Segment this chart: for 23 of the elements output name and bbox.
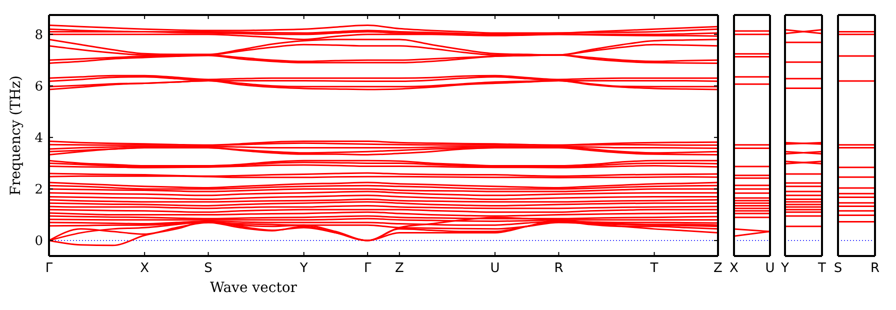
x-tick-label: U: [765, 261, 775, 276]
y-tick-label: 0: [34, 234, 43, 250]
y-tick-label: 4: [34, 130, 43, 146]
x-tick-label: Z: [714, 261, 723, 276]
x-tick-label: U: [490, 261, 500, 276]
x-tick-label: T: [649, 261, 658, 276]
x-tick-label: Y: [298, 261, 308, 276]
x-tick-label: S: [204, 261, 212, 276]
x-tick-label: T: [817, 261, 826, 276]
y-tick-label: 6: [34, 79, 43, 94]
x-tick-label: R: [554, 261, 564, 276]
x-tick-label: R: [870, 261, 880, 276]
x-tick-label: X: [140, 261, 150, 276]
x-axis-title: Wave vector: [210, 280, 298, 296]
x-tick-label: Y: [780, 261, 790, 276]
y-axis-title: Frequency (THz): [8, 75, 24, 196]
y-tick-label: 8: [34, 28, 43, 43]
x-tick-label: Γ: [364, 261, 372, 276]
x-tick-label: S: [834, 261, 842, 276]
x-tick-label: X: [730, 261, 739, 276]
x-tick-label: Z: [394, 261, 404, 276]
x-tick-label: Γ: [45, 261, 54, 276]
y-tick-label: 2: [34, 182, 43, 198]
